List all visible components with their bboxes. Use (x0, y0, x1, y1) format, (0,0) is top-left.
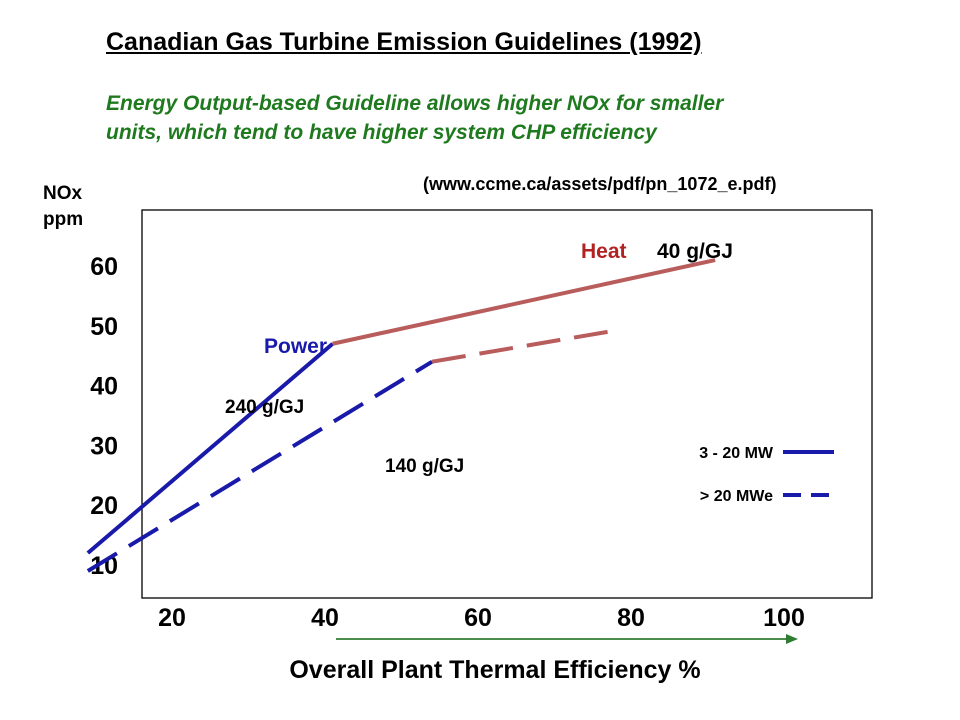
plot-frame (141, 209, 873, 599)
legend-label-1: > 20 MWe (700, 488, 773, 505)
series-line-heat-solid (332, 258, 716, 346)
x-axis-arrow-head (786, 634, 798, 644)
x-tick-label-20: 20 (158, 604, 186, 632)
annotation-240-gj: 240 g/GJ (225, 397, 304, 418)
subtitle: Energy Output-based Guideline allows hig… (106, 89, 926, 147)
x-tick-label-80: 80 (617, 604, 645, 632)
series-line-power-solid (86, 342, 334, 555)
page-title: Canadian Gas Turbine Emission Guidelines… (106, 28, 702, 56)
annotation-heat-value: 40 g/GJ (657, 240, 733, 263)
subtitle-line-1: Energy Output-based Guideline allows hig… (106, 92, 724, 115)
y-tick-label-30: 30 (90, 432, 118, 460)
series-line-power-dashed (86, 359, 434, 573)
annotation-power: Power (264, 335, 327, 358)
legend-label-0: 3 - 20 MW (699, 445, 774, 462)
x-tick-label-100: 100 (763, 604, 805, 632)
y-tick-label-50: 50 (90, 313, 118, 341)
y-axis-label-line-2: ppm (43, 209, 84, 230)
annotation-140-gj: 140 g/GJ (385, 456, 464, 477)
annotation-heat: Heat (581, 240, 627, 263)
y-tick-label-20: 20 (90, 492, 118, 520)
source-reference: (www.ccme.ca/assets/pdf/pn_1072_e.pdf) (423, 174, 777, 194)
series-line-heat-dashed (431, 329, 609, 364)
x-tick-label-40: 40 (311, 604, 339, 632)
x-tick-label-60: 60 (464, 604, 492, 632)
subtitle-line-2: units, which tend to have higher system … (106, 121, 657, 144)
y-tick-label-40: 40 (90, 373, 118, 401)
y-axis-label: NOx ppm (43, 181, 113, 233)
y-axis-label-line-1: NOx (43, 183, 83, 204)
x-axis-label: Overall Plant Thermal Efficiency % (289, 656, 701, 684)
y-tick-label-60: 60 (90, 253, 118, 281)
